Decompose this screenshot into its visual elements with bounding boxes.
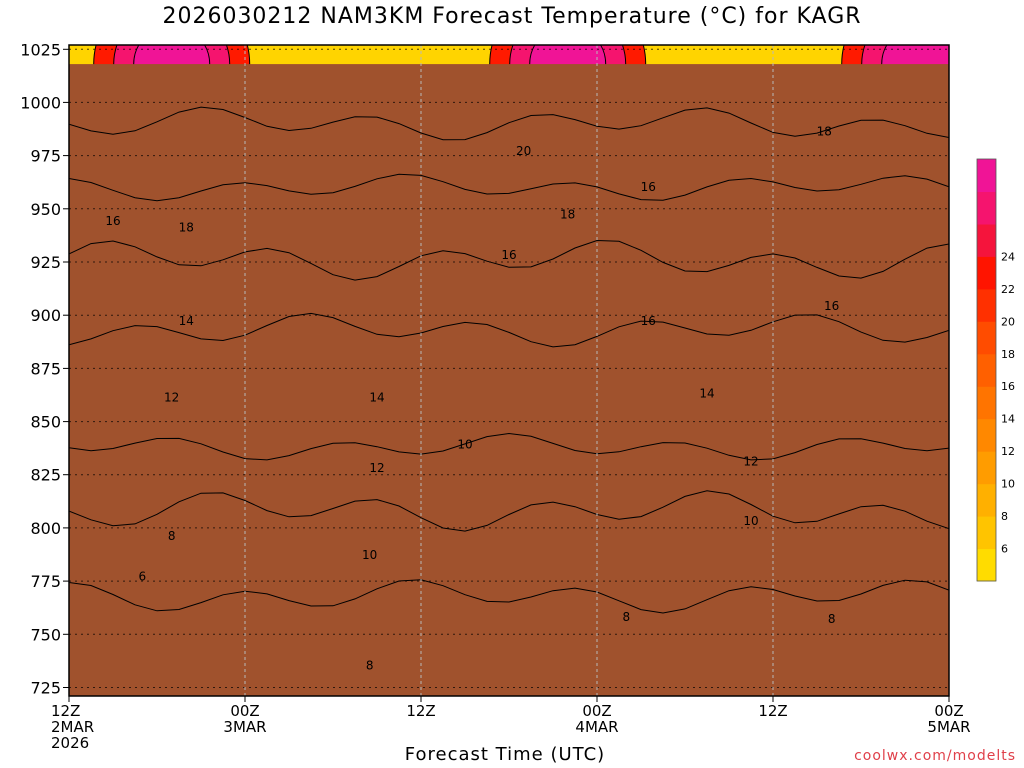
contour-label: 12: [369, 461, 384, 475]
colorbar-tick-label: 8: [1001, 510, 1008, 523]
contour-label: 16: [501, 248, 516, 262]
x-tick-label: 00Z: [230, 702, 259, 720]
contour-label: 16: [105, 214, 120, 228]
contour-label: 18: [560, 208, 575, 222]
x-tick-label: 12Z: [406, 702, 435, 720]
contour-line-8: [69, 579, 949, 614]
colorbar-swatch: [977, 548, 996, 582]
contour-label: 16: [641, 180, 656, 194]
x-axis-label: Forecast Time (UTC): [404, 744, 606, 765]
contour-label: 12: [743, 455, 758, 469]
colorbar-swatch: [977, 386, 996, 420]
colorbar-tick-label: 14: [1001, 413, 1015, 426]
x-tick-label: 12Z: [758, 702, 787, 720]
colorbar-swatch: [977, 191, 996, 225]
colorbar-tick-label: 12: [1001, 445, 1015, 458]
contour-line-18: [69, 173, 949, 202]
contour-label: 10: [743, 514, 758, 528]
x-tick-label: 5MAR: [927, 718, 970, 736]
colorbar-tick-label: 16: [1001, 380, 1015, 393]
y-tick-label: 1025: [20, 40, 61, 59]
y-tick-label: 725: [30, 679, 61, 698]
contour-label: 16: [641, 314, 656, 328]
y-tick-label: 825: [30, 466, 61, 485]
y-tick-label: 975: [30, 147, 61, 166]
colorbar-tick-label: 6: [1001, 543, 1008, 556]
y-tick-label: 850: [30, 413, 61, 432]
contour-line-12: [69, 432, 949, 461]
contour-label: 10: [362, 548, 377, 562]
contour-label: 16: [824, 299, 839, 313]
x-tick-label: 12Z: [51, 702, 80, 720]
x-tick-label: 2026: [51, 734, 89, 752]
y-tick-label: 750: [30, 625, 61, 644]
y-tick-label: 775: [30, 572, 61, 591]
x-tick-label: 3MAR: [223, 718, 266, 736]
contour-label: 8: [366, 659, 374, 673]
colorbar-tick-label: 20: [1001, 315, 1015, 328]
colorbar-swatch: [977, 451, 996, 485]
colorbar-frame: [976, 158, 997, 582]
colorbar-swatch: [977, 418, 996, 452]
y-tick-label: 875: [30, 359, 61, 378]
colorbar-swatch: [977, 223, 996, 257]
contour-label: 8: [622, 610, 630, 624]
contour-label: 14: [699, 386, 714, 400]
colorbar-tick-label: 24: [1001, 250, 1015, 263]
contour-label: 8: [828, 612, 836, 626]
plot-frame: [68, 44, 950, 697]
contour-label: 14: [369, 391, 384, 405]
contour-line-20: [69, 106, 949, 141]
contour-label: 12: [164, 391, 179, 405]
x-tick-label: 4MAR: [575, 718, 618, 736]
y-tick-label: 1000: [20, 93, 61, 112]
credit-link[interactable]: coolwx.com/modelts: [854, 748, 1016, 764]
colorbar-swatch: [977, 483, 996, 517]
contour-label: 18: [817, 125, 832, 139]
colorbar-swatch: [977, 288, 996, 322]
colorbar-swatch: [977, 256, 996, 290]
colorbar-tick-label: 22: [1001, 283, 1015, 296]
contour-line-16: [69, 239, 949, 281]
contour-label: 6: [138, 569, 146, 583]
x-tick-label: 00Z: [582, 702, 611, 720]
colorbar-swatch: [977, 516, 996, 550]
terrain-strip: [69, 64, 949, 696]
contour-line-10: [69, 490, 949, 532]
colorbar-swatch: [977, 159, 996, 192]
y-tick-label: 900: [30, 306, 61, 325]
contour-label: 14: [179, 314, 194, 328]
colorbar-tick-label: 18: [1001, 348, 1015, 361]
colorbar-swatch: [977, 353, 996, 387]
contour-label: 18: [179, 221, 194, 235]
chart-title: 2026030212 NAM3KM Forecast Temperature (…: [162, 4, 862, 29]
colorbar-tick-label: 10: [1001, 478, 1015, 491]
contour-label: 20: [516, 144, 531, 158]
x-tick-label: 00Z: [934, 702, 963, 720]
y-tick-label: 925: [30, 253, 61, 272]
contour-label: 10: [457, 438, 472, 452]
x-tick-label: 2MAR: [51, 718, 94, 736]
colorbar-swatch: [977, 321, 996, 355]
y-tick-label: 950: [30, 200, 61, 219]
contour-label: 8: [168, 529, 176, 543]
y-tick-label: 800: [30, 519, 61, 538]
